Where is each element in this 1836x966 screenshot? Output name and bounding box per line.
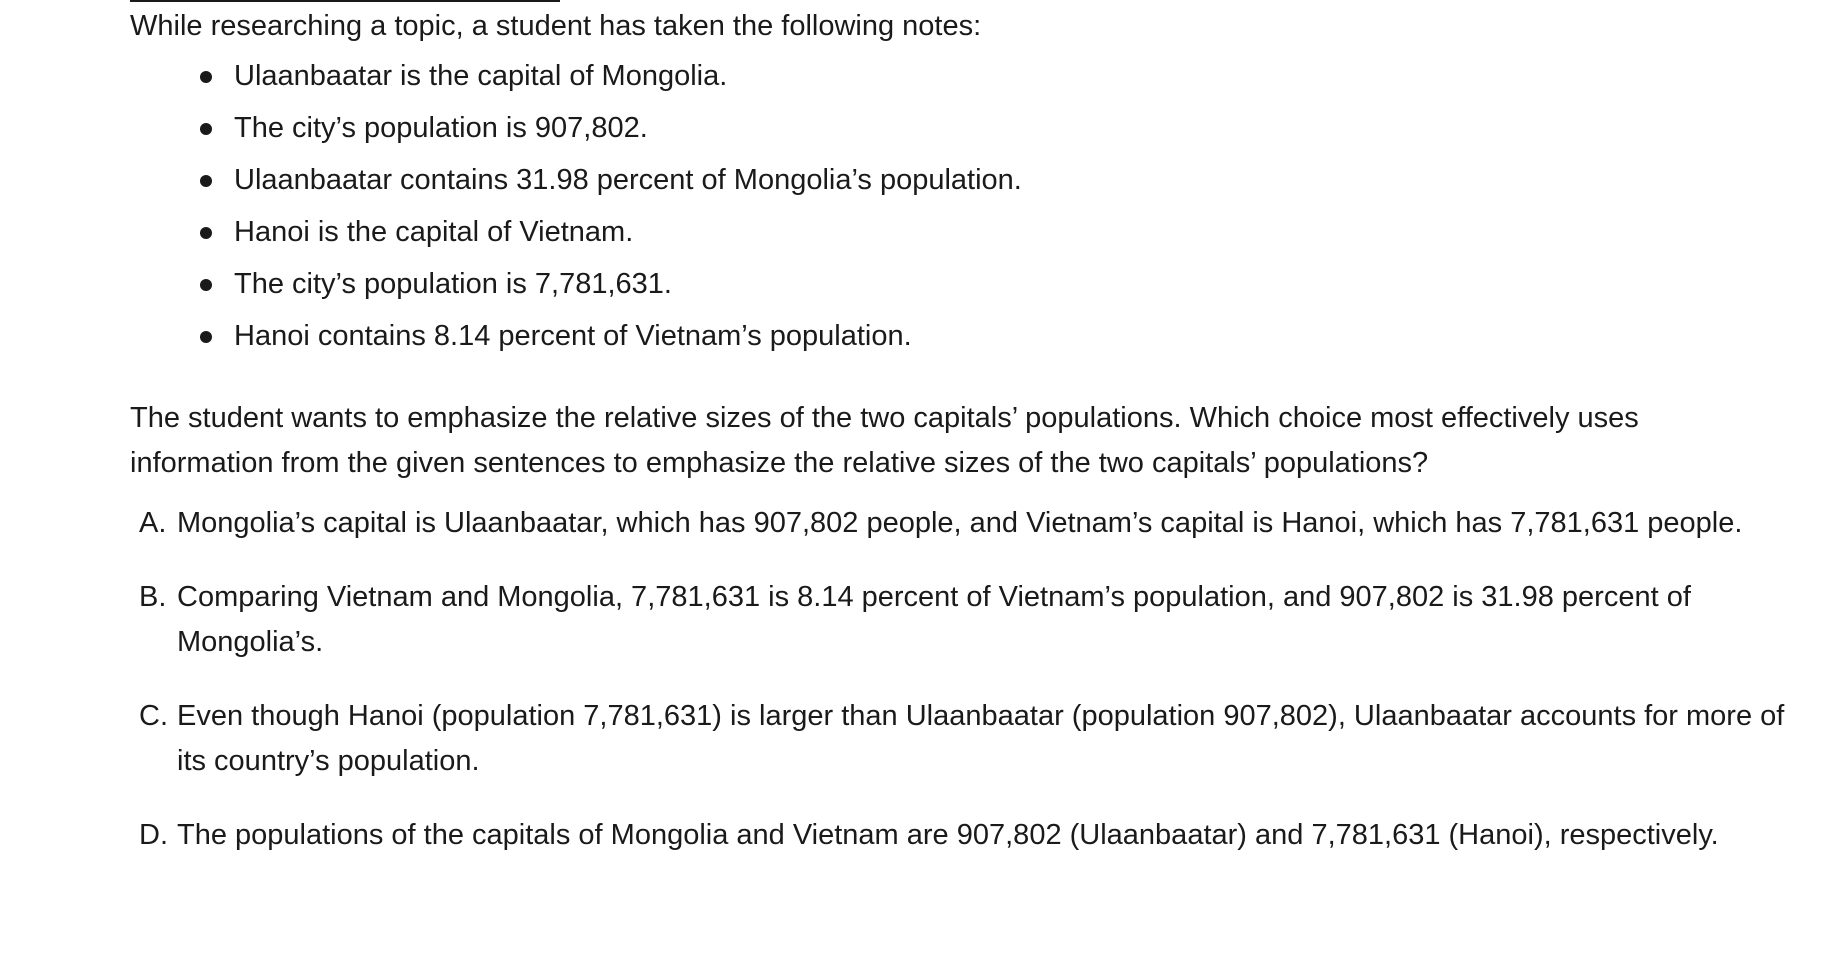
notes-list: Ulaanbaatar is the capital of Mongolia. … — [130, 50, 1730, 362]
choice-letter: B. — [139, 581, 167, 613]
note-item: The city’s population is 907,802. — [200, 102, 1730, 154]
note-text: Ulaanbaatar is the capital of Mongolia. — [234, 60, 728, 92]
question-content: While researching a topic, a student has… — [130, 6, 1784, 887]
note-text: Hanoi is the capital of Vietnam. — [234, 216, 634, 248]
choice-text: Even though Hanoi (population 7,781,631)… — [177, 700, 1785, 777]
choice-text: Comparing Vietnam and Mongolia, 7,781,63… — [177, 581, 1691, 658]
choice-a[interactable]: A. Mongolia’s capital is Ulaanbaatar, whi… — [130, 501, 1787, 546]
note-text: The city’s population is 907,802. — [234, 112, 648, 144]
bullet-icon — [200, 175, 212, 187]
note-item: Hanoi contains 8.14 percent of Vietnam’s… — [200, 310, 1730, 362]
choice-text: The populations of the capitals of Mongo… — [177, 819, 1719, 851]
note-item: Hanoi is the capital of Vietnam. — [200, 206, 1730, 258]
note-item: The city’s population is 7,781,631. — [200, 258, 1730, 310]
choice-letter: C. — [139, 700, 168, 732]
bullet-icon — [200, 279, 212, 291]
note-item: Ulaanbaatar is the capital of Mongolia. — [200, 50, 1730, 102]
choice-b[interactable]: B. Comparing Vietnam and Mongolia, 7,781,… — [130, 575, 1787, 665]
bullet-icon — [200, 71, 212, 83]
question-stem: The student wants to emphasize the relat… — [130, 402, 1639, 479]
note-text: Ulaanbaatar contains 31.98 percent of Mo… — [234, 164, 1022, 196]
choice-letter: A. — [139, 507, 167, 539]
note-text: Hanoi contains 8.14 percent of Vietnam’s… — [234, 320, 912, 352]
top-divider — [130, 0, 560, 2]
note-item: Ulaanbaatar contains 31.98 percent of Mo… — [200, 154, 1730, 206]
choice-letter: D. — [139, 819, 168, 851]
intro-text: While researching a topic, a student has… — [130, 10, 982, 42]
bullet-icon — [200, 227, 212, 239]
choice-d[interactable]: D. The populations of the capitals of Mon… — [130, 813, 1787, 858]
choice-text: Mongolia’s capital is Ulaanbaatar, which… — [177, 507, 1743, 539]
bullet-icon — [200, 123, 212, 135]
answer-choices: A. Mongolia’s capital is Ulaanbaatar, whi… — [130, 501, 1784, 858]
bullet-icon — [200, 331, 212, 343]
note-text: The city’s population is 7,781,631. — [234, 268, 672, 300]
choice-c[interactable]: C. Even though Hanoi (population 7,781,63… — [130, 694, 1787, 784]
